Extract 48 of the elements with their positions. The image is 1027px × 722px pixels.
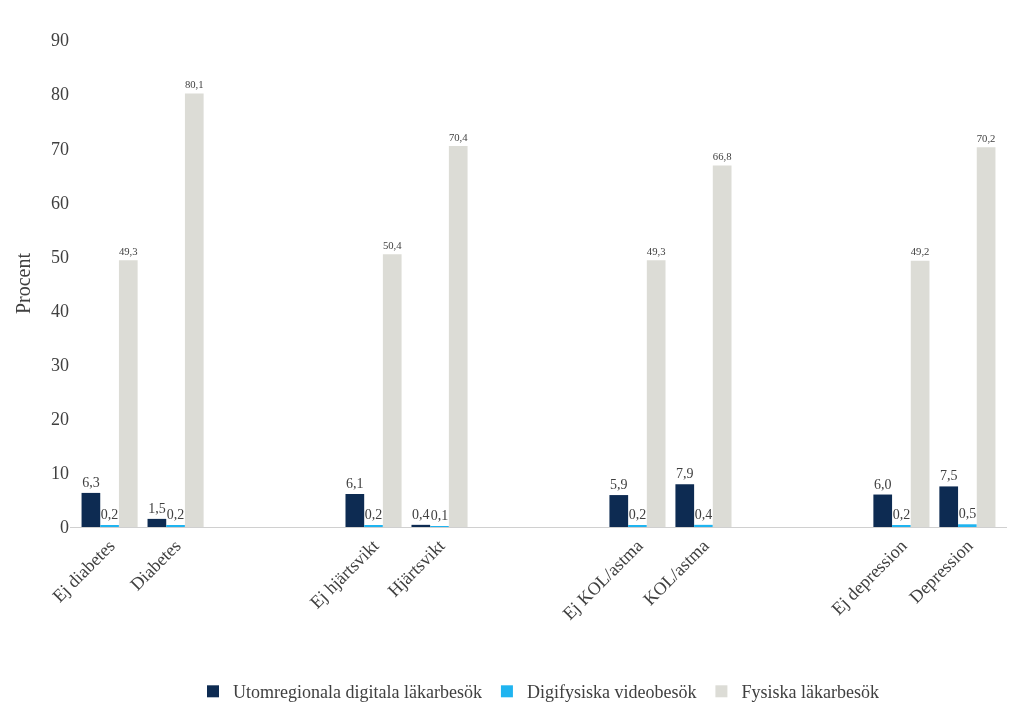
bar <box>81 492 101 527</box>
y-tick-label: 30 <box>51 354 69 375</box>
y-tick-label: 40 <box>51 300 69 321</box>
bar <box>873 494 893 527</box>
data-label: 66,8 <box>712 150 732 163</box>
bar <box>675 484 695 527</box>
data-label: 49,2 <box>910 245 930 258</box>
data-label: 49,3 <box>118 244 138 257</box>
bar <box>147 518 167 527</box>
y-tick-label: 10 <box>51 463 69 484</box>
data-label: 0,4 <box>412 506 430 522</box>
y-tick-label: 50 <box>51 246 69 267</box>
data-label: 0,2 <box>364 507 383 522</box>
data-label: 5,9 <box>610 477 628 493</box>
data-label: 70,2 <box>976 131 996 144</box>
bar <box>609 495 629 527</box>
data-label: 0,4 <box>694 506 713 522</box>
legend-label: Fysiska läkarbesök <box>741 682 879 703</box>
y-tick-label: 20 <box>51 409 69 430</box>
y-tick-label: 90 <box>51 30 69 51</box>
data-label: 6,0 <box>873 476 892 492</box>
bar <box>939 486 959 527</box>
legend-label: Utomregionala digitala läkarbesök <box>233 682 482 703</box>
y-axis-title: Procent <box>11 252 34 315</box>
bar <box>411 524 431 527</box>
data-label: 0,2 <box>166 507 185 522</box>
data-label: 7,5 <box>939 468 958 484</box>
legend-label: Digifysiska videobesök <box>526 682 697 703</box>
data-label: 0,5 <box>958 506 977 522</box>
bar <box>345 493 365 527</box>
y-tick-label: 60 <box>51 192 69 213</box>
data-label: 0,1 <box>430 508 449 523</box>
data-label: 80,1 <box>184 78 204 91</box>
data-label: 0,2 <box>628 507 647 522</box>
data-label: 1,5 <box>148 500 166 516</box>
data-label: 49,3 <box>646 244 666 257</box>
data-label: 50,4 <box>382 238 403 251</box>
data-label: 70,4 <box>448 130 469 143</box>
y-tick-label: 70 <box>51 138 69 159</box>
y-tick-label: 0 <box>60 517 69 538</box>
bar <box>958 524 977 527</box>
data-label: 0,2 <box>100 507 119 522</box>
data-label: 0,2 <box>892 507 911 522</box>
y-tick-label: 80 <box>51 84 69 105</box>
data-label: 6,1 <box>346 475 364 491</box>
data-label: 7,9 <box>676 466 694 482</box>
bar <box>694 524 713 527</box>
data-label: 6,3 <box>82 474 100 490</box>
